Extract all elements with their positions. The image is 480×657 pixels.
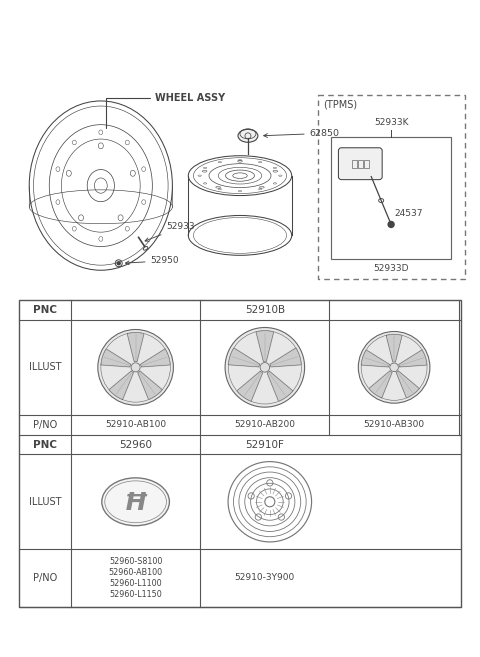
Polygon shape <box>256 330 274 361</box>
Text: 52910-3Y900: 52910-3Y900 <box>235 574 295 583</box>
Text: 52910-AB100: 52910-AB100 <box>105 420 166 429</box>
Polygon shape <box>267 371 293 401</box>
Text: 52933: 52933 <box>145 223 195 241</box>
Text: ILLUST: ILLUST <box>29 362 61 373</box>
Text: 52960-AB100: 52960-AB100 <box>108 568 163 577</box>
Bar <box>19 300 461 607</box>
Text: 52910-AB300: 52910-AB300 <box>363 420 425 429</box>
Circle shape <box>117 261 120 265</box>
Text: WHEEL ASSY: WHEEL ASSY <box>106 93 226 128</box>
Circle shape <box>131 363 140 372</box>
Text: 52910-AB200: 52910-AB200 <box>234 420 295 429</box>
Circle shape <box>388 221 394 227</box>
Text: PNC: PNC <box>33 440 57 449</box>
Text: 52933D: 52933D <box>373 264 409 273</box>
Text: 52960-L1100: 52960-L1100 <box>109 579 162 588</box>
Ellipse shape <box>238 129 258 143</box>
Polygon shape <box>399 350 427 367</box>
Bar <box>352 160 357 168</box>
Polygon shape <box>396 371 420 398</box>
Text: P/NO: P/NO <box>33 573 57 583</box>
Text: 52960-S8100: 52960-S8100 <box>109 557 162 566</box>
Polygon shape <box>237 371 263 401</box>
Polygon shape <box>361 350 390 367</box>
Polygon shape <box>138 371 162 399</box>
Polygon shape <box>101 349 131 367</box>
Text: 52910F: 52910F <box>245 440 284 449</box>
Text: P/NO: P/NO <box>33 420 57 430</box>
Bar <box>332 137 451 260</box>
Circle shape <box>225 327 305 407</box>
Polygon shape <box>369 371 392 398</box>
Text: ILLUST: ILLUST <box>29 497 61 507</box>
Polygon shape <box>141 349 170 367</box>
Text: Ħ: Ħ <box>123 491 148 515</box>
Circle shape <box>358 332 430 403</box>
Polygon shape <box>127 332 144 362</box>
Text: 62850: 62850 <box>264 129 339 138</box>
Polygon shape <box>270 348 301 367</box>
Text: PNC: PNC <box>33 305 57 315</box>
Bar <box>364 160 369 168</box>
Ellipse shape <box>102 478 169 526</box>
Text: 24537: 24537 <box>394 210 422 219</box>
Polygon shape <box>109 371 133 399</box>
Circle shape <box>98 330 173 405</box>
Text: 52960: 52960 <box>119 440 152 449</box>
Text: 52960-L1150: 52960-L1150 <box>109 590 162 599</box>
Text: 52950: 52950 <box>125 256 179 265</box>
Circle shape <box>260 363 270 372</box>
FancyBboxPatch shape <box>338 148 382 179</box>
Circle shape <box>390 363 398 372</box>
Text: 52910B: 52910B <box>245 305 285 315</box>
Polygon shape <box>386 334 402 362</box>
Text: 52933K: 52933K <box>374 118 408 127</box>
Text: (TPMS): (TPMS) <box>324 100 358 110</box>
Polygon shape <box>228 348 260 367</box>
Bar <box>358 160 363 168</box>
